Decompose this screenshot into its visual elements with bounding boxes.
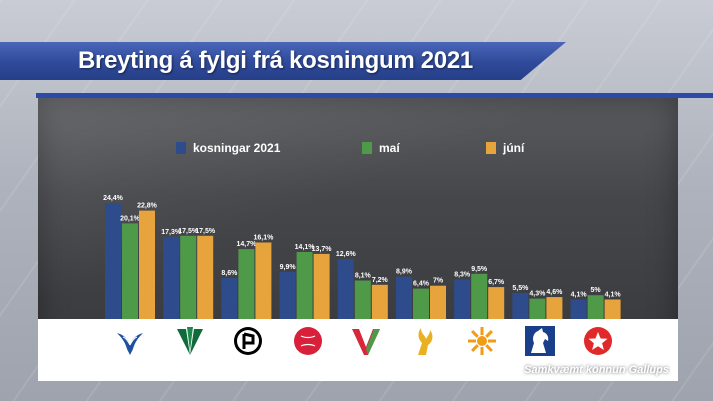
bar-value-label: 8,6% xyxy=(221,270,238,277)
bar-kosningar xyxy=(221,278,238,319)
bar-kosningar xyxy=(570,299,587,319)
legend-label: júní xyxy=(503,141,525,155)
bar-juni xyxy=(604,299,621,319)
bar-juni xyxy=(430,285,446,319)
bar-mai xyxy=(238,249,255,319)
bar-mai xyxy=(471,273,488,319)
bar-juni xyxy=(313,253,330,319)
bar-value-label: 17,3% xyxy=(161,229,182,236)
legend-swatch xyxy=(176,142,186,154)
bar-value-label: 8,3% xyxy=(454,272,471,279)
v-icon xyxy=(352,329,380,355)
bar-mai xyxy=(587,295,604,319)
bar-kosningar xyxy=(337,259,354,319)
bar-kosningar xyxy=(396,276,412,319)
title-band xyxy=(0,42,566,80)
bar-value-label: 5,5% xyxy=(512,285,529,292)
legend-item-juni: júní xyxy=(486,141,524,155)
bar-mai xyxy=(413,288,429,319)
star-person-icon xyxy=(584,327,612,355)
sun-icon xyxy=(468,327,496,355)
fist-flame-icon xyxy=(418,328,433,355)
falcon-icon xyxy=(117,333,143,355)
legend-swatch xyxy=(362,142,372,154)
bar-value-label: 5% xyxy=(591,287,602,294)
bar-mai xyxy=(180,235,197,319)
bar-value-label: 6,7% xyxy=(488,279,505,286)
bar-value-label: 17,5% xyxy=(178,228,199,235)
bar-kosningar xyxy=(512,292,529,319)
bar-value-label: 9,5% xyxy=(471,266,488,273)
bar-kosningar xyxy=(279,271,296,319)
bar-value-label: 4,3% xyxy=(529,291,546,298)
bar-mai xyxy=(529,298,546,319)
bar-value-label: 24,4% xyxy=(103,195,124,202)
bar-value-label: 16,1% xyxy=(253,235,274,242)
legend-item-mai: maí xyxy=(362,141,400,155)
rose-icon xyxy=(294,327,322,355)
legend-label: maí xyxy=(379,141,400,155)
bar-value-label: 7,2% xyxy=(372,277,389,284)
bar-mai xyxy=(354,280,371,319)
bar-value-label: 14,1% xyxy=(295,244,316,251)
bar-kosningar xyxy=(163,236,180,319)
legend-item-kosningar: kosningar 2021 xyxy=(176,141,280,155)
horse-icon xyxy=(525,326,555,356)
bar-kosningar xyxy=(454,279,471,319)
page-title: Breyting á fylgi frá kosningum 2021 xyxy=(78,47,473,74)
bar-value-label: 4,6% xyxy=(546,289,563,296)
divider xyxy=(36,93,713,98)
bar-value-label: 7% xyxy=(433,278,444,285)
bar-juni xyxy=(546,297,563,319)
bar-juni xyxy=(488,287,505,319)
bar-mai xyxy=(296,252,313,319)
bar-value-label: 4,1% xyxy=(605,292,622,299)
bar-value-label: 8,1% xyxy=(355,273,372,280)
legend-swatch xyxy=(486,142,496,154)
source-note: Samkvæmt könnun Gallups xyxy=(524,364,669,376)
bar-juni xyxy=(139,210,155,319)
bar-juni xyxy=(197,235,214,319)
bar-juni xyxy=(371,284,388,319)
bar-value-label: 14,7% xyxy=(236,241,257,248)
legend-label: kosningar 2021 xyxy=(193,141,281,155)
bar-value-label: 20,1% xyxy=(120,215,141,222)
bar-value-label: 22,8% xyxy=(137,203,158,210)
bar-juni xyxy=(255,242,272,319)
bar-value-label: 13,7% xyxy=(312,246,333,253)
bar-kosningar xyxy=(105,203,121,319)
bar-value-label: 9,9% xyxy=(280,264,297,271)
bar-value-label: 17,5% xyxy=(195,228,216,235)
bar-value-label: 8,9% xyxy=(396,269,413,276)
bar-value-label: 6,4% xyxy=(413,281,430,288)
bar-value-label: 4,1% xyxy=(571,292,588,299)
bar-value-label: 12,6% xyxy=(336,251,357,258)
clover-leaves-icon xyxy=(177,327,203,355)
bar-mai xyxy=(122,223,138,319)
pirate-flag-icon xyxy=(234,327,262,355)
